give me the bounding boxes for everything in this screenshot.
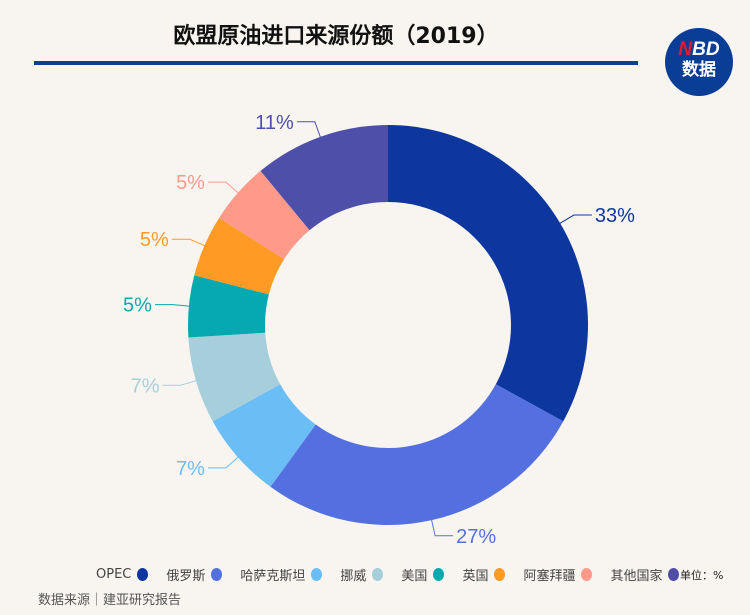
data-label-7: 11% [255,112,294,134]
legend: OPEC 俄罗斯 哈萨克斯坦 挪威 美国 英国 阿塞拜疆 其他国家 [96,565,697,584]
legend-label: 哈萨克斯坦 [240,569,306,584]
donut-slice-0 [388,125,588,422]
legend-item-1[interactable]: 俄罗斯 [166,565,223,584]
leader-line-1 [430,516,454,537]
legend-marker [668,568,680,581]
legend-item-6[interactable]: 阿塞拜疆 [523,565,593,584]
data-label-1: 27% [456,526,496,548]
leader-line-5 [171,238,209,248]
source-note: 数据来源｜建亚研究报告 [38,593,182,608]
legend-marker [311,568,323,581]
leader-line-0 [556,214,592,226]
legend-label: 阿塞拜疆 [523,569,576,584]
legend-item-5[interactable]: 英国 [462,565,506,584]
donut-slice-5 [194,217,285,295]
legend-marker [211,568,223,581]
legend-item-2[interactable]: 哈萨克斯坦 [240,565,323,584]
leader-line-2 [207,454,242,469]
data-label-0: 33% [595,205,635,227]
legend-label: 英国 [462,569,489,584]
legend-label: 挪威 [340,569,367,584]
leader-line-7 [296,121,323,141]
legend-marker [494,568,506,581]
legend-item-0[interactable]: OPEC [96,567,149,582]
title-underline [34,61,638,65]
legend-marker [372,568,384,581]
unit-label: 单位：% [680,569,724,582]
donut-slice-4 [188,275,269,338]
leader-line-3 [162,379,200,386]
leader-line-6 [207,181,242,196]
nbd-logo: NBD 数据 [665,28,733,96]
legend-item-7[interactable]: 其他国家 [610,565,680,584]
data-label-6: 5% [176,172,205,194]
donut-slice-1 [270,384,564,525]
legend-label: 美国 [401,569,428,584]
legend-label: OPEC [96,567,132,582]
legend-marker [581,568,593,581]
donut-slice-2 [212,384,316,487]
legend-marker [137,568,149,581]
legend-marker [433,568,445,581]
chart-title: 欧盟原油进口来源份额（2019） [173,24,499,49]
donut-slice-6 [219,170,310,260]
donut-slice-3 [188,332,281,422]
data-label-3: 7% [131,375,160,397]
donut-slice-7 [260,125,388,231]
legend-item-4[interactable]: 美国 [401,565,445,584]
data-label-4: 5% [123,295,152,317]
data-label-2: 7% [176,458,205,480]
data-label-5: 5% [140,229,169,251]
legend-label: 其他国家 [610,569,663,584]
legend-label: 俄罗斯 [166,569,206,584]
legend-item-3[interactable]: 挪威 [340,565,384,584]
leader-line-4 [154,304,193,308]
